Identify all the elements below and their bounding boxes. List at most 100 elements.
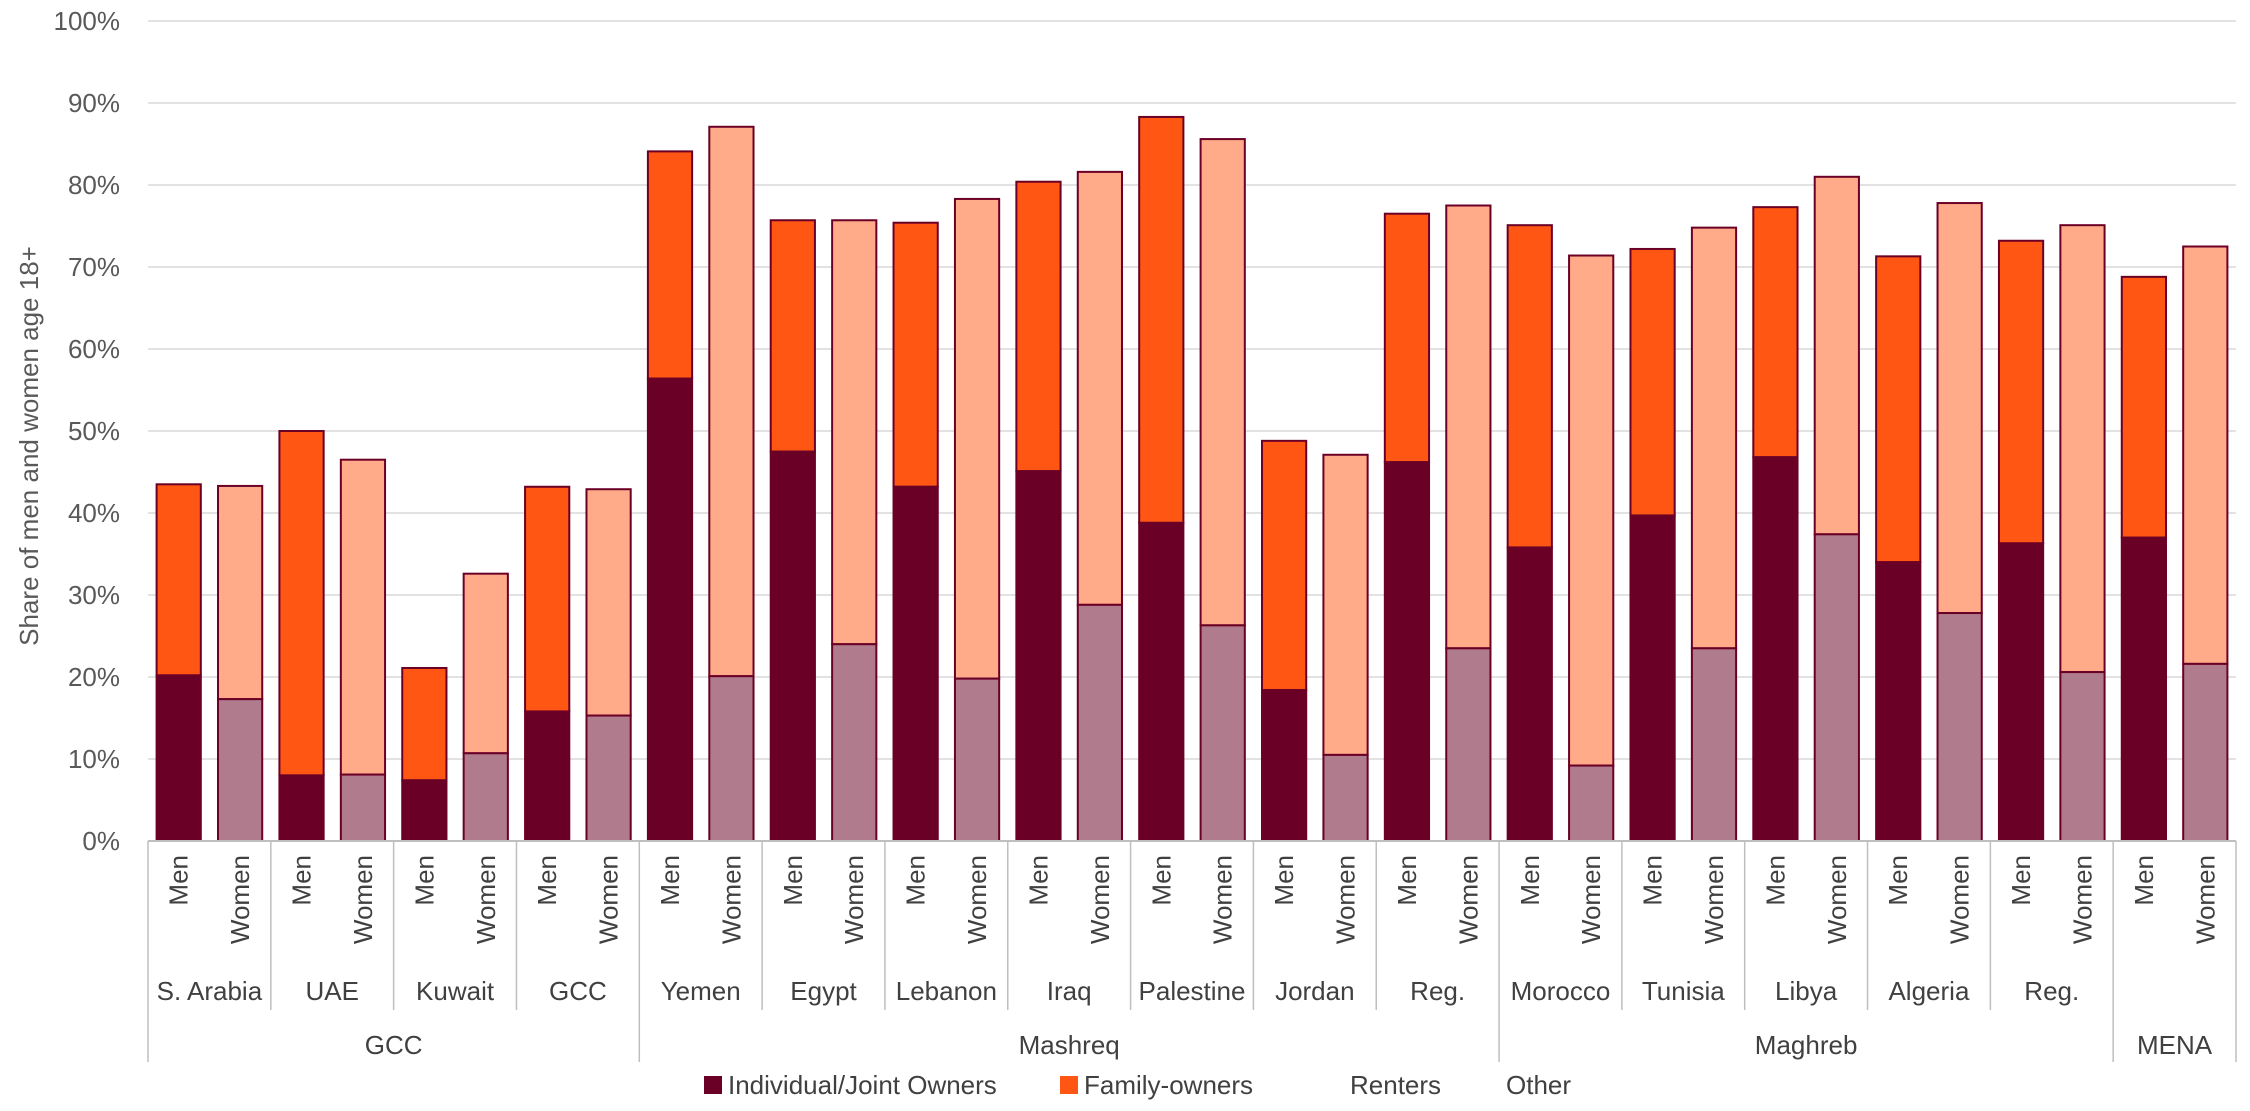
bar-individual-owners: [1690, 647, 1738, 842]
gender-label: Men: [655, 855, 685, 906]
bar-family-owners: [1076, 170, 1123, 606]
bar-family-owners: [2182, 245, 2229, 665]
bar-individual-owners: [155, 674, 202, 842]
y-axis-title: Share of men and women age 18+: [14, 246, 44, 646]
y-tick-label: 30%: [68, 580, 120, 610]
bar-individual-owners: [339, 773, 387, 843]
gender-label: Women: [1208, 855, 1238, 944]
bar-family-owners: [278, 430, 325, 777]
bar-individual-owners: [462, 752, 509, 843]
region-label: Maghreb: [1755, 1030, 1858, 1060]
bar-family-owners: [646, 150, 694, 380]
gender-label: Men: [1146, 855, 1176, 906]
gender-label: Men: [287, 855, 317, 906]
country-label: Libya: [1775, 976, 1838, 1006]
country-label: Jordan: [1275, 976, 1355, 1006]
gender-label: Women: [2190, 855, 2220, 944]
country-label: Yemen: [661, 976, 741, 1006]
bar-family-owners: [1506, 224, 1553, 549]
bar-individual-owners: [1445, 647, 1492, 842]
country-label: Morocco: [1511, 976, 1611, 1006]
gender-label: Women: [839, 855, 869, 944]
bar-family-owners: [1997, 239, 2045, 545]
bar-individual-owners: [1199, 624, 1246, 843]
bar-individual-owners: [1015, 470, 1062, 842]
gender-label: Women: [1822, 855, 1852, 944]
y-tick-label: 60%: [68, 334, 120, 364]
bar-individual-owners: [585, 714, 632, 842]
y-axis-ticks: 0% 10% 20% 30% 40% 50% 60% 70% 80% 90% 100%: [54, 6, 121, 856]
legend-swatch: [704, 1076, 722, 1094]
bar-individual-owners: [1936, 612, 1983, 842]
bar-family-owners: [769, 219, 816, 453]
country-label: Algeria: [1888, 976, 1969, 1006]
gender-label: Women: [1699, 855, 1729, 944]
legend-label: Other: [1506, 1070, 1571, 1100]
bar-family-owners: [1261, 439, 1308, 692]
gender-label: Women: [1453, 855, 1483, 944]
gender-label: Women: [348, 855, 378, 944]
bar-family-owners: [339, 458, 387, 776]
gender-label: Men: [1023, 855, 1053, 906]
gender-label: Men: [1883, 855, 1913, 906]
bar-individual-owners: [1875, 561, 1922, 842]
region-label: MENA: [2137, 1030, 2213, 1060]
bar-individual-owners: [524, 710, 571, 842]
y-tick-label: 0%: [82, 826, 120, 856]
y-tick-label: 20%: [68, 662, 120, 692]
bar-family-owners: [155, 483, 202, 677]
gender-label: Men: [778, 855, 808, 906]
gender-label: Men: [1760, 855, 1790, 906]
country-label: UAE: [306, 976, 359, 1006]
bar-individual-owners: [1076, 603, 1123, 843]
gender-label: Women: [1331, 855, 1361, 944]
bar-family-owners: [1629, 247, 1676, 517]
y-tick-label: 40%: [68, 498, 120, 528]
gender-label: Women: [1945, 855, 1975, 944]
bar-family-owners: [708, 125, 755, 678]
gender-label: Women: [225, 855, 255, 944]
bar-individual-owners: [708, 675, 755, 842]
gender-label: Women: [1576, 855, 1606, 944]
bar-individual-owners: [401, 779, 448, 843]
y-tick-label: 10%: [68, 744, 120, 774]
gender-label: Men: [2129, 855, 2159, 906]
country-label: Lebanon: [896, 976, 997, 1006]
gender-label: Men: [1392, 855, 1422, 906]
x-axis: Men Women Men Women Men Women Men Women Men Women…: [147, 840, 2237, 1062]
bar-family-owners: [1568, 254, 1615, 767]
y-tick-label: 50%: [68, 416, 120, 446]
bar-family-owners: [1445, 204, 1492, 650]
bars: [155, 115, 2229, 843]
legend-swatch: [1060, 1076, 1078, 1094]
bar-individual-owners: [831, 643, 878, 843]
country-label: Tunisia: [1642, 976, 1725, 1006]
bar-family-owners: [953, 197, 1001, 680]
bar-family-owners: [1015, 180, 1062, 473]
bar-family-owners: [524, 485, 571, 713]
bar-family-owners: [1690, 226, 1738, 650]
bar-individual-owners: [1322, 753, 1369, 843]
country-label: Kuwait: [416, 976, 495, 1006]
country-label: Reg.: [1410, 976, 1465, 1006]
bar-individual-owners: [1568, 764, 1615, 842]
bar-individual-owners: [769, 450, 816, 842]
country-label: Palestine: [1139, 976, 1246, 1006]
legend-label: Family-owners: [1084, 1070, 1253, 1100]
y-tick-label: 90%: [68, 88, 120, 118]
gender-label: Men: [409, 855, 439, 906]
bar-individual-owners: [1752, 456, 1799, 842]
bar-family-owners: [1322, 453, 1369, 756]
bar-individual-owners: [1138, 521, 1185, 843]
bar-individual-owners: [1506, 546, 1553, 842]
bar-individual-owners: [2059, 671, 2106, 843]
gender-label: Men: [164, 855, 194, 906]
gender-label: Women: [962, 855, 992, 944]
country-label: GCC: [549, 976, 607, 1006]
region-label: Mashreq: [1019, 1030, 1120, 1060]
bar-individual-owners: [1813, 533, 1860, 842]
bar-family-owners: [462, 572, 509, 755]
gender-label: Women: [471, 855, 501, 944]
bar-individual-owners: [217, 698, 264, 843]
legend-label: Renters: [1350, 1070, 1441, 1100]
